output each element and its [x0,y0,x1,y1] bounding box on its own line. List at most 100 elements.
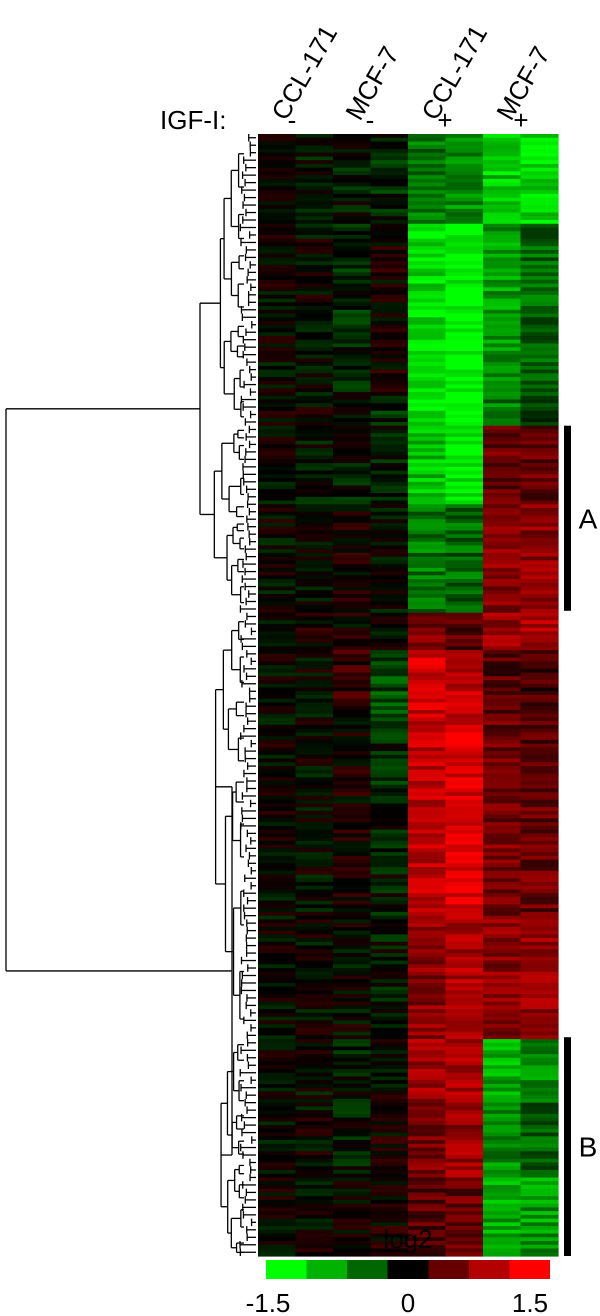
heatmap-cell [483,508,522,513]
heatmap-cell [258,347,297,352]
heatmap-cell [370,896,409,902]
heatmap-cell [520,1080,559,1085]
heatmap-cell [483,1117,522,1122]
heatmap-cell [258,586,297,591]
heatmap-cell [370,272,409,277]
heatmap-cell [295,395,334,401]
heatmap-cell [408,309,447,315]
heatmap-cell [408,1072,447,1078]
heatmap-cell [483,1166,522,1171]
heatmap-cell [483,302,522,307]
heatmap-cell [408,425,447,431]
heatmap-cell [483,732,522,737]
heatmap-cell [520,1207,559,1212]
heatmap-cell [520,234,559,240]
heatmap-cell [520,1196,559,1201]
heatmap-cell [370,601,409,606]
heatmap-cell [520,1237,559,1242]
heatmap-cell [295,163,334,169]
heatmap-cell [445,627,484,633]
heatmap-cell [520,1177,559,1182]
heatmap-cell [445,448,484,453]
heatmap-cell [483,429,522,434]
heatmap-cell [333,724,372,730]
heatmap-cell [520,1087,559,1093]
heatmap-cell [370,283,409,288]
heatmap-cell [445,425,484,431]
heatmap-cell [483,672,522,677]
heatmap-cell [408,1061,447,1066]
heatmap-cell [333,1128,372,1134]
heatmap-cell [520,403,559,408]
heatmap-cell [483,145,522,150]
heatmap-cell [445,1128,484,1134]
heatmap-cell [408,579,447,584]
heatmap-cell [370,264,409,270]
heatmap-cell [408,818,447,823]
heatmap-cell [445,668,484,674]
heatmap-cell [295,478,334,483]
heatmap-cell [333,1169,372,1175]
heatmap-cell [258,672,297,677]
heatmap-cell [483,283,522,288]
heatmap-cell [408,496,447,502]
heatmap-cell [445,638,484,644]
heatmap-cell [445,814,484,820]
heatmap-cell [258,590,297,595]
heatmap-cell [483,350,522,356]
heatmap-cell [408,668,447,674]
heatmap-cell [520,728,559,733]
heatmap-cell [408,500,447,505]
heatmap-cell [370,724,409,730]
heatmap-cell [370,201,409,206]
heatmap-cell [408,975,447,980]
heatmap-cell [333,354,372,359]
heatmap-cell [370,332,409,337]
heatmap-cell [408,1169,447,1175]
heatmap-cell [295,1244,334,1250]
heatmap-cell [258,1072,297,1078]
heatmap-cell [408,485,447,490]
heatmap-cell [295,567,334,573]
heatmap-cell [445,384,484,389]
heatmap-cell [258,220,297,225]
heatmap-cell [258,350,297,356]
heatmap-cell [408,470,447,475]
heatmap-cell [258,953,297,958]
heatmap-cell [370,388,409,393]
heatmap-cell [408,867,447,872]
heatmap-cell [370,616,409,621]
heatmap-cell [258,552,297,558]
heatmap-cell [258,642,297,647]
heatmap-cell [333,1218,372,1223]
heatmap-cell [445,1061,484,1066]
heatmap-cell [445,392,484,397]
heatmap-cell [483,616,522,621]
heatmap-cell [258,302,297,307]
heatmap-cell [370,964,409,969]
heatmap-cell [520,870,559,876]
heatmap-cell [408,982,447,988]
heatmap-cell [333,870,372,876]
heatmap-cell [520,833,559,838]
heatmap-cell [370,1181,409,1186]
heatmap-cell [483,186,522,191]
heatmap-cell [520,560,559,565]
heatmap-cell [445,519,484,524]
heatmap-cell [408,350,447,356]
heatmap-cell [520,313,559,318]
heatmap-cell [295,1091,334,1096]
heatmap-cell [258,945,297,950]
heatmap-cell [258,751,297,756]
heatmap-cell [370,829,409,834]
heatmap-cell [333,893,372,898]
heatmap-cell [295,620,334,625]
heatmap-cell [408,953,447,958]
heatmap-cell [370,732,409,737]
heatmap-cell [520,837,559,842]
heatmap-cell [408,433,447,438]
heatmap-cell [258,134,297,139]
heatmap-cell [520,975,559,980]
heatmap-cell [445,594,484,599]
heatmap-cell [520,930,559,935]
